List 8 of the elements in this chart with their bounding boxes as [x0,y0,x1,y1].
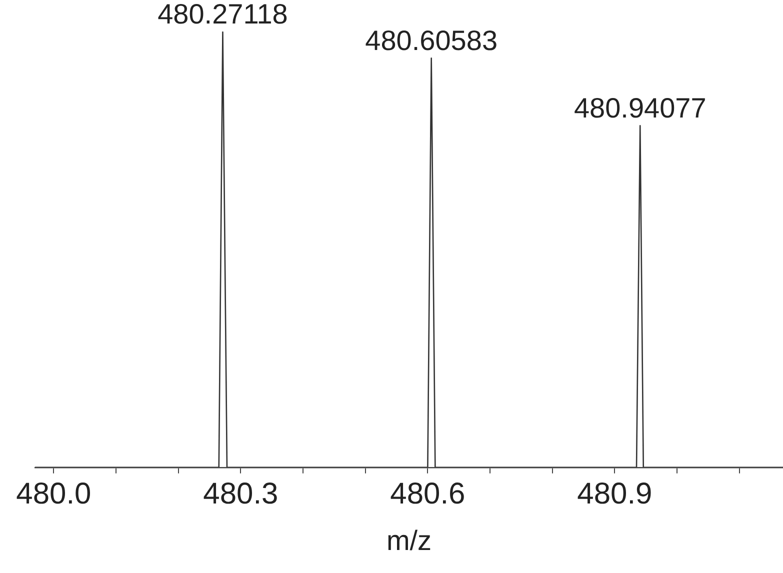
x-tick-label: 480.0 [16,478,92,511]
x-axis-title: m/z [386,524,432,556]
annotation: 480.60583 [365,24,498,56]
x-tick-label: 480.6 [390,478,466,511]
annotation: 480.94077 [574,92,706,124]
x-tick-label: 480.3 [203,478,278,511]
x-tick-label: 480.9 [577,478,652,511]
annotation: 480.27118 [158,0,288,30]
